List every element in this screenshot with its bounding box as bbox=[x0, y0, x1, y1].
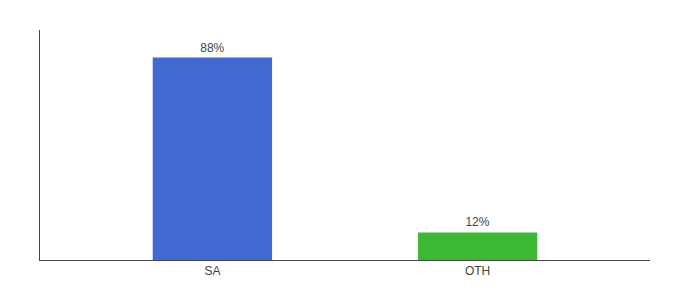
svg-text:SA: SA bbox=[204, 264, 220, 278]
svg-text:88%: 88% bbox=[200, 41, 224, 55]
svg-text:12%: 12% bbox=[465, 215, 489, 229]
svg-text:OTH: OTH bbox=[465, 264, 490, 278]
